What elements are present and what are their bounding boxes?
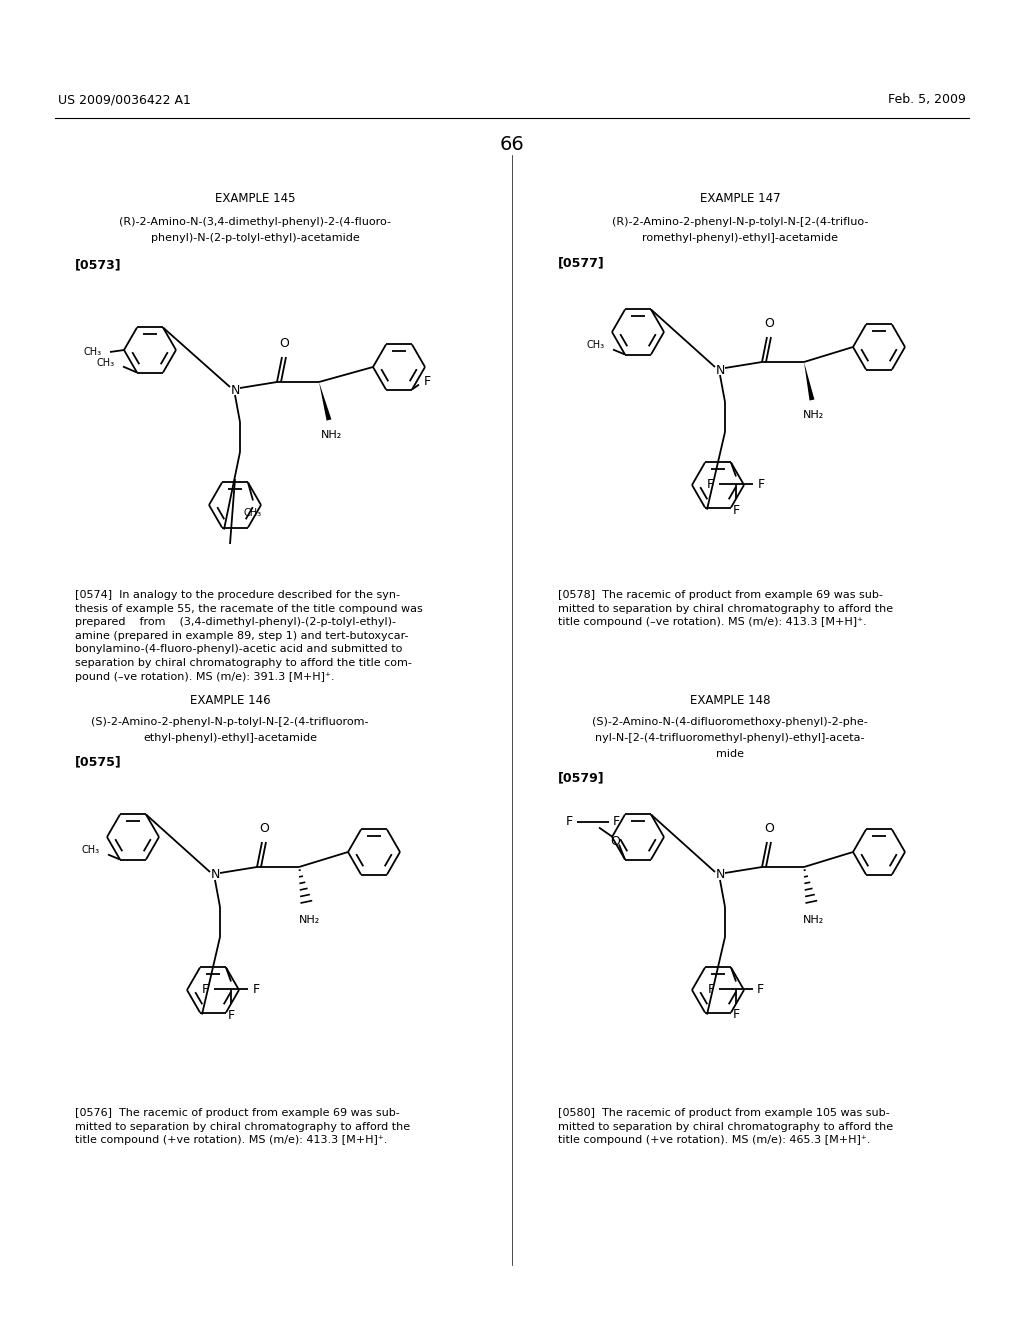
Text: F: F	[757, 983, 764, 997]
Text: mide: mide	[716, 748, 744, 759]
Text: N: N	[716, 363, 725, 376]
Text: CH₃: CH₃	[244, 508, 262, 519]
Text: [0573]: [0573]	[75, 259, 122, 272]
Text: EXAMPLE 145: EXAMPLE 145	[215, 191, 295, 205]
Text: F: F	[732, 1008, 739, 1022]
Text: EXAMPLE 148: EXAMPLE 148	[690, 693, 770, 706]
Text: NH₂: NH₂	[321, 430, 342, 440]
Text: N: N	[230, 384, 240, 396]
Polygon shape	[804, 362, 814, 400]
Text: EXAMPLE 146: EXAMPLE 146	[189, 693, 270, 706]
Text: F: F	[566, 814, 573, 828]
Text: romethyl-phenyl)-ethyl]-acetamide: romethyl-phenyl)-ethyl]-acetamide	[642, 234, 838, 243]
Text: N: N	[716, 869, 725, 882]
Text: F: F	[253, 983, 260, 997]
Text: [0580]  The racemic of product from example 105 was sub-
mitted to separation by: [0580] The racemic of product from examp…	[558, 1107, 893, 1146]
Text: [0575]: [0575]	[75, 755, 122, 768]
Text: O: O	[764, 317, 774, 330]
Text: N: N	[210, 869, 220, 882]
Text: F: F	[202, 983, 209, 997]
Text: O: O	[764, 822, 774, 836]
Text: phenyl)-N-(2-p-tolyl-ethyl)-acetamide: phenyl)-N-(2-p-tolyl-ethyl)-acetamide	[151, 234, 359, 243]
Text: F: F	[758, 478, 765, 491]
Text: NH₂: NH₂	[298, 915, 319, 925]
Text: [0579]: [0579]	[558, 771, 604, 784]
Text: F: F	[424, 375, 431, 388]
Text: CH₃: CH₃	[587, 339, 605, 350]
Text: O: O	[280, 337, 289, 350]
Polygon shape	[319, 381, 332, 421]
Text: O: O	[610, 836, 620, 847]
Text: (S)-2-Amino-2-phenyl-N-p-tolyl-N-[2-(4-trifluorom-: (S)-2-Amino-2-phenyl-N-p-tolyl-N-[2-(4-t…	[91, 717, 369, 727]
Text: NH₂: NH₂	[804, 915, 824, 925]
Text: [0577]: [0577]	[558, 256, 605, 269]
Text: EXAMPLE 147: EXAMPLE 147	[699, 191, 780, 205]
Text: NH₂: NH₂	[804, 411, 824, 420]
Text: US 2009/0036422 A1: US 2009/0036422 A1	[58, 94, 190, 107]
Text: (R)-2-Amino-N-(3,4-dimethyl-phenyl)-2-(4-fluoro-: (R)-2-Amino-N-(3,4-dimethyl-phenyl)-2-(4…	[119, 216, 391, 227]
Text: F: F	[227, 1010, 234, 1023]
Text: CH₃: CH₃	[84, 347, 102, 356]
Text: F: F	[732, 504, 739, 517]
Text: Feb. 5, 2009: Feb. 5, 2009	[888, 94, 966, 107]
Text: [0578]  The racemic of product from example 69 was sub-
mitted to separation by : [0578] The racemic of product from examp…	[558, 590, 893, 627]
Text: [0576]  The racemic of product from example 69 was sub-
mitted to separation by : [0576] The racemic of product from examp…	[75, 1107, 411, 1146]
Text: (R)-2-Amino-2-phenyl-N-p-tolyl-N-[2-(4-trifluo-: (R)-2-Amino-2-phenyl-N-p-tolyl-N-[2-(4-t…	[611, 216, 868, 227]
Text: F: F	[708, 983, 715, 997]
Text: F: F	[707, 478, 714, 491]
Text: (S)-2-Amino-N-(4-difluoromethoxy-phenyl)-2-phe-: (S)-2-Amino-N-(4-difluoromethoxy-phenyl)…	[592, 717, 868, 727]
Text: ethyl-phenyl)-ethyl]-acetamide: ethyl-phenyl)-ethyl]-acetamide	[143, 733, 317, 743]
Text: CH₃: CH₃	[97, 358, 115, 367]
Text: [0574]  In analogy to the procedure described for the syn-
thesis of example 55,: [0574] In analogy to the procedure descr…	[75, 590, 423, 681]
Text: 66: 66	[500, 136, 524, 154]
Text: F: F	[613, 814, 621, 828]
Text: O: O	[259, 822, 269, 836]
Text: nyl-N-[2-(4-trifluoromethyl-phenyl)-ethyl]-aceta-: nyl-N-[2-(4-trifluoromethyl-phenyl)-ethy…	[595, 733, 864, 743]
Text: CH₃: CH₃	[82, 845, 100, 854]
